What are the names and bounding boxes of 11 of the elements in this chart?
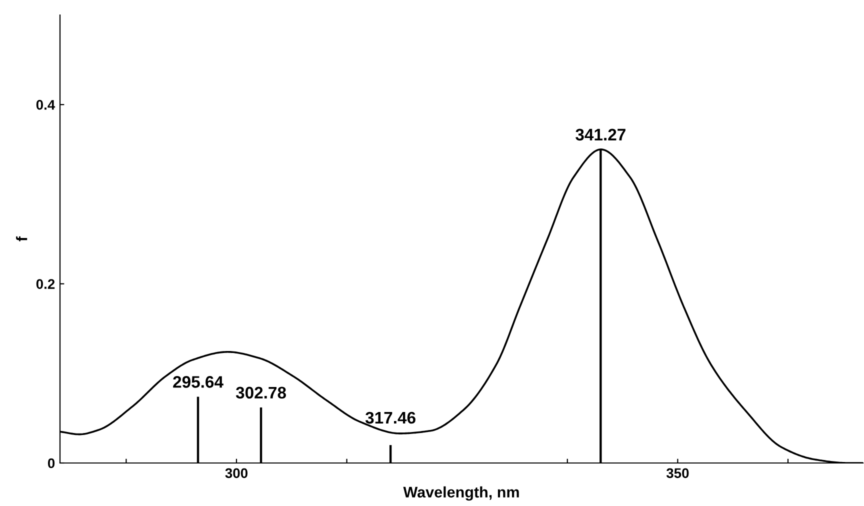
y-tick-label: 0 xyxy=(48,458,55,468)
x-tick-label: 300 xyxy=(225,468,248,478)
annotation: 317.46 xyxy=(365,412,416,424)
annotation: 341.27 xyxy=(576,128,626,141)
y-axis-title: f xyxy=(16,236,28,242)
y-tick-label: 0.2 xyxy=(36,279,55,289)
x-axis-title: Wavelength, nm xyxy=(403,486,519,501)
annotation: 295.64 xyxy=(173,376,224,388)
x-tick-label: 350 xyxy=(666,468,689,478)
annotation: 302.78 xyxy=(236,386,286,399)
y-tick-label: 0.4 xyxy=(36,100,56,110)
